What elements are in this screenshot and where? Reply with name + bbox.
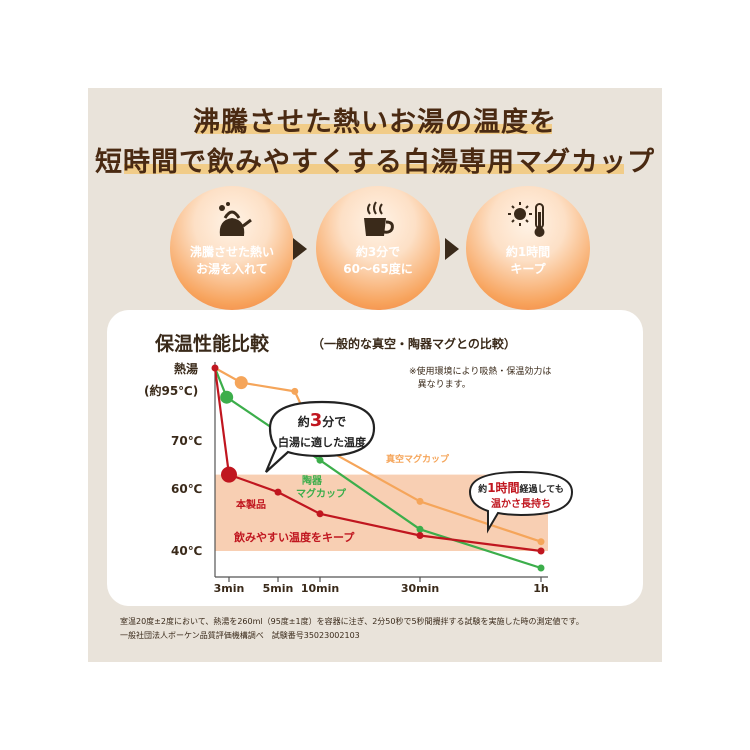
x-tick-label: 3min [214,582,245,595]
footnote-line2: 一般社団法人ボーケン品質評価機構調べ 試験番号35023002103 [120,631,360,640]
speech-bubble-left: 約3分で 白湯に適した温度 [264,400,376,473]
band-label: 飲みやすい温度をキープ [233,530,355,544]
series-point [316,510,324,518]
step-caption: お湯を入れて [196,262,268,276]
series-point [537,538,545,546]
x-tick-label: 10min [301,582,339,595]
chart-note-line: ※使用環境により吸熱・保温効力は [409,367,552,377]
step-caption: 60〜65度に [343,262,413,276]
series-point [221,466,237,483]
series-point [416,532,424,539]
bubble-right-line2: 温かさ長持ち [491,497,551,510]
chart-note-line: 異なります。 [417,380,471,390]
chart-title: 保温性能比較 [155,333,270,355]
bubble-left-line1: 約3分で [298,410,347,431]
series-label-ceramic: 陶器マグカップ [296,474,347,500]
y-tick-label: 熱湯 [174,361,198,376]
headline-line1: 沸騰させた熱いお湯の温度を [193,107,557,138]
headline-highlight [124,164,624,174]
series-line-0 [213,367,542,553]
series-point [416,525,424,533]
step-keep: 約1時間キープ [466,186,590,310]
y-tick-label: 40℃ [171,544,202,558]
series-point [537,547,545,555]
bubble-right-line1: 約1時間経過しても [478,480,564,495]
series-point-start [211,364,219,372]
step-cool: 約3分で 60〜65度に [316,186,440,310]
headline-line2: 短時間で飲みやすくする白湯専用マグカップ [95,147,655,178]
series-point [537,564,545,572]
kettle-icon [219,202,252,236]
x-tick-label: 5min [263,582,294,595]
step-caption: 約1時間 [505,245,551,259]
x-tick-label: 30min [401,582,439,595]
step-caption: キープ [510,262,546,276]
chart-note: ※使用環境により吸熱・保温効力は 異なります。 [409,366,609,392]
series-point [220,390,234,404]
series-point [316,456,324,464]
step-boil: 沸騰させた熱い お湯を入れて [170,186,294,310]
chart-card [107,310,643,606]
footnote-line1: 室温20度±2度において、熱湯を260ml（95度±1度）を容器に注ぎ、2分50… [120,617,584,626]
y-tick-label: (約95℃) [144,383,198,398]
series-point [234,376,248,390]
series-label-vacuum: 真空マグカップ [386,453,450,465]
x-tick-label: 1h [533,582,549,595]
series-point [291,387,299,395]
arrow-right-icon [293,238,307,260]
step-caption: 沸騰させた熱い [189,245,274,259]
chart-subtitle: （一般的な真空・陶器マグとの比較） [312,337,516,351]
speech-bubble-right: 約1時間経過しても 温かさ長持ち [468,470,574,534]
series-point [274,488,282,496]
step-caption: 約3分で [355,245,401,259]
bubble-left-line2: 白湯に適した温度 [278,435,367,449]
y-tick-label: 70℃ [171,434,202,448]
arrow-right-icon [445,238,459,260]
headline-highlight [196,124,552,134]
series-label-product: 本製品 [236,498,266,511]
series-point [416,497,424,505]
y-tick-label: 60℃ [171,482,202,496]
steaming-cup-icon [364,201,394,236]
sun-thermometer-icon [508,202,545,237]
